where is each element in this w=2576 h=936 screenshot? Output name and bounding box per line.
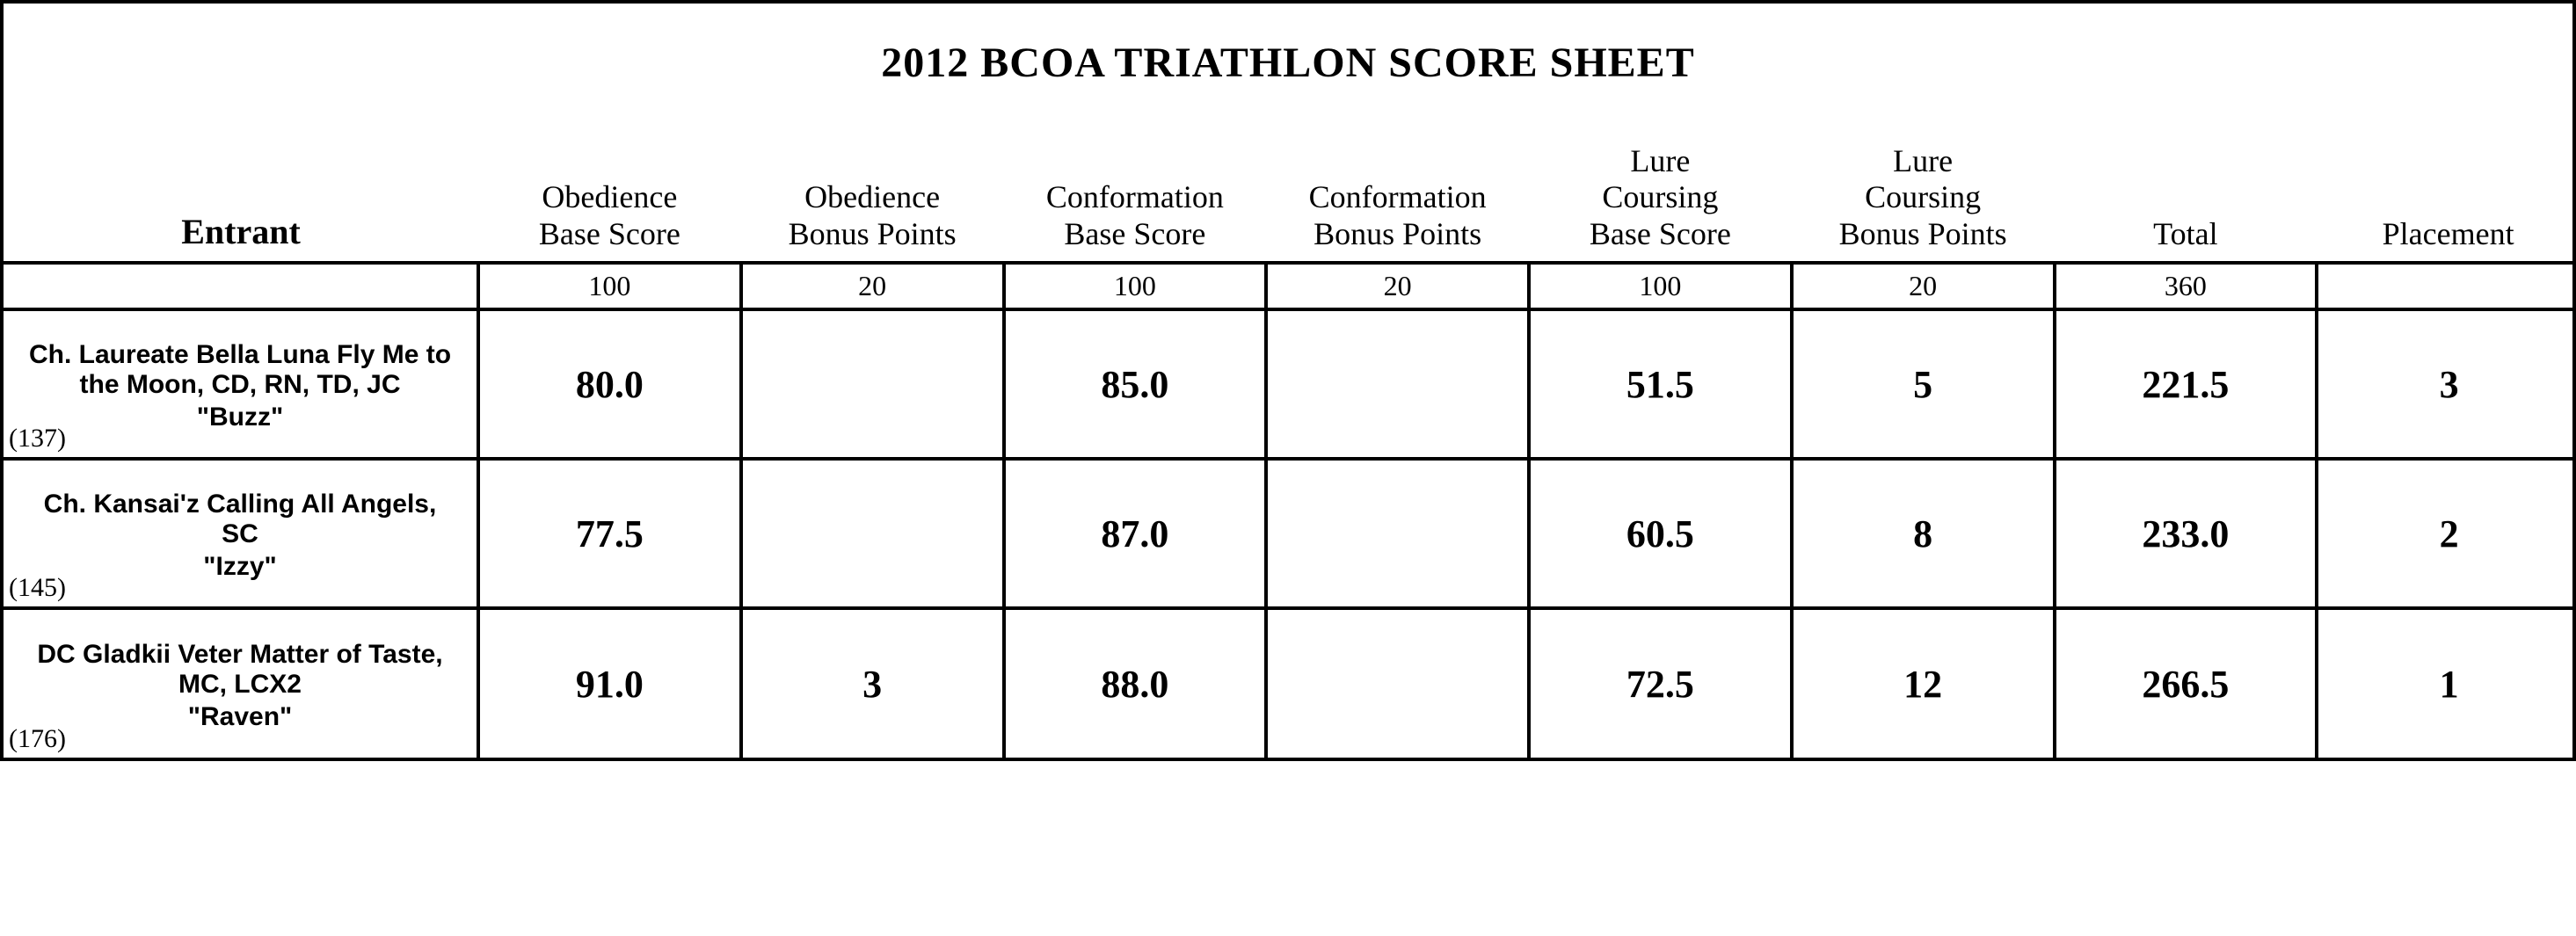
max-cell: 20	[741, 263, 1004, 309]
score-cell: 3	[2317, 309, 2576, 459]
score-sheet: 2012 BCOA TRIATHLON SCORE SHEET Entrant …	[0, 0, 2576, 761]
score-cell	[1266, 459, 1529, 608]
entrant-number: (137)	[9, 424, 66, 453]
score-cell: 266.5	[2055, 608, 2318, 758]
col-header-label: Placement	[2320, 216, 2576, 252]
score-cell: 85.0	[1004, 309, 1267, 459]
score-cell: 2	[2317, 459, 2576, 608]
score-cell: 77.5	[478, 459, 741, 608]
col-header-label: Lure	[1532, 143, 1788, 179]
col-header-label: Conformation	[1270, 179, 1525, 215]
entrant-nickname: "Buzz"	[11, 403, 469, 432]
col-header-label: Coursing	[1532, 179, 1788, 215]
score-cell: 5	[1792, 309, 2055, 459]
max-row: 100 20 100 20 100 20 360	[4, 263, 2576, 309]
max-cell: 100	[1004, 263, 1267, 309]
table-row: Ch. Kansai'z Calling All Angels, SC "Izz…	[4, 459, 2576, 608]
col-header-label: Obedience	[482, 179, 738, 215]
max-cell: 100	[1529, 263, 1792, 309]
score-cell: 87.0	[1004, 459, 1267, 608]
col-header-label: Obedience	[745, 179, 1001, 215]
col-header-entrant: Entrant	[4, 140, 478, 263]
col-header-obed-base: Obedience Base Score	[478, 140, 741, 263]
col-header-label: Lure	[1795, 143, 2051, 179]
max-cell	[4, 263, 478, 309]
score-cell	[1266, 309, 1529, 459]
max-cell: 20	[1792, 263, 2055, 309]
entrant-cell: Ch. Laureate Bella Luna Fly Me to the Mo…	[4, 309, 478, 459]
col-header-placement: Placement	[2317, 140, 2576, 263]
table-row: Ch. Laureate Bella Luna Fly Me to the Mo…	[4, 309, 2576, 459]
page-title: 2012 BCOA TRIATHLON SCORE SHEET	[4, 4, 2572, 140]
col-header-label: Total	[2058, 216, 2314, 252]
col-header-label: Conformation	[1008, 179, 1263, 215]
entrant-number: (145)	[9, 573, 66, 603]
max-cell: 20	[1266, 263, 1529, 309]
col-header-label: Coursing	[1795, 179, 2051, 215]
score-table: Entrant Obedience Base Score Obedience B…	[4, 140, 2576, 758]
max-cell: 100	[478, 263, 741, 309]
entrant-cell: DC Gladkii Veter Matter of Taste, MC, LC…	[4, 608, 478, 758]
score-cell: 60.5	[1529, 459, 1792, 608]
score-cell: 91.0	[478, 608, 741, 758]
col-header-label: Bonus Points	[1795, 216, 2051, 252]
max-cell: 360	[2055, 263, 2318, 309]
score-cell	[741, 309, 1004, 459]
col-header-label: Base Score	[1008, 216, 1263, 252]
col-header-conf-bonus: Conformation Bonus Points	[1266, 140, 1529, 263]
col-header-conf-base: Conformation Base Score	[1004, 140, 1267, 263]
score-cell: 3	[741, 608, 1004, 758]
entrant-name: Ch. Kansai'z Calling All Angels, SC	[11, 490, 469, 550]
col-header-label: Entrant	[7, 212, 475, 252]
table-body: Ch. Laureate Bella Luna Fly Me to the Mo…	[4, 309, 2576, 758]
col-header-lure-bonus: Lure Coursing Bonus Points	[1792, 140, 2055, 263]
col-header-obed-bonus: Obedience Bonus Points	[741, 140, 1004, 263]
table-row: DC Gladkii Veter Matter of Taste, MC, LC…	[4, 608, 2576, 758]
score-cell: 221.5	[2055, 309, 2318, 459]
max-cell	[2317, 263, 2576, 309]
col-header-total: Total	[2055, 140, 2318, 263]
entrant-name: DC Gladkii Veter Matter of Taste, MC, LC…	[11, 640, 469, 700]
entrant-name: Ch. Laureate Bella Luna Fly Me to the Mo…	[11, 340, 469, 401]
score-cell	[1266, 608, 1529, 758]
entrant-cell: Ch. Kansai'z Calling All Angels, SC "Izz…	[4, 459, 478, 608]
score-cell: 8	[1792, 459, 2055, 608]
col-header-label: Bonus Points	[1270, 216, 1525, 252]
score-cell: 233.0	[2055, 459, 2318, 608]
score-cell: 72.5	[1529, 608, 1792, 758]
score-cell: 88.0	[1004, 608, 1267, 758]
entrant-nickname: "Raven"	[11, 702, 469, 732]
entrant-number: (176)	[9, 724, 66, 754]
col-header-label: Base Score	[482, 216, 738, 252]
score-cell: 51.5	[1529, 309, 1792, 459]
score-cell: 12	[1792, 608, 2055, 758]
score-cell: 1	[2317, 608, 2576, 758]
header-row: Entrant Obedience Base Score Obedience B…	[4, 140, 2576, 263]
entrant-nickname: "Izzy"	[11, 552, 469, 582]
col-header-lure-base: Lure Coursing Base Score	[1529, 140, 1792, 263]
col-header-label: Bonus Points	[745, 216, 1001, 252]
score-cell	[741, 459, 1004, 608]
col-header-label: Base Score	[1532, 216, 1788, 252]
score-cell: 80.0	[478, 309, 741, 459]
